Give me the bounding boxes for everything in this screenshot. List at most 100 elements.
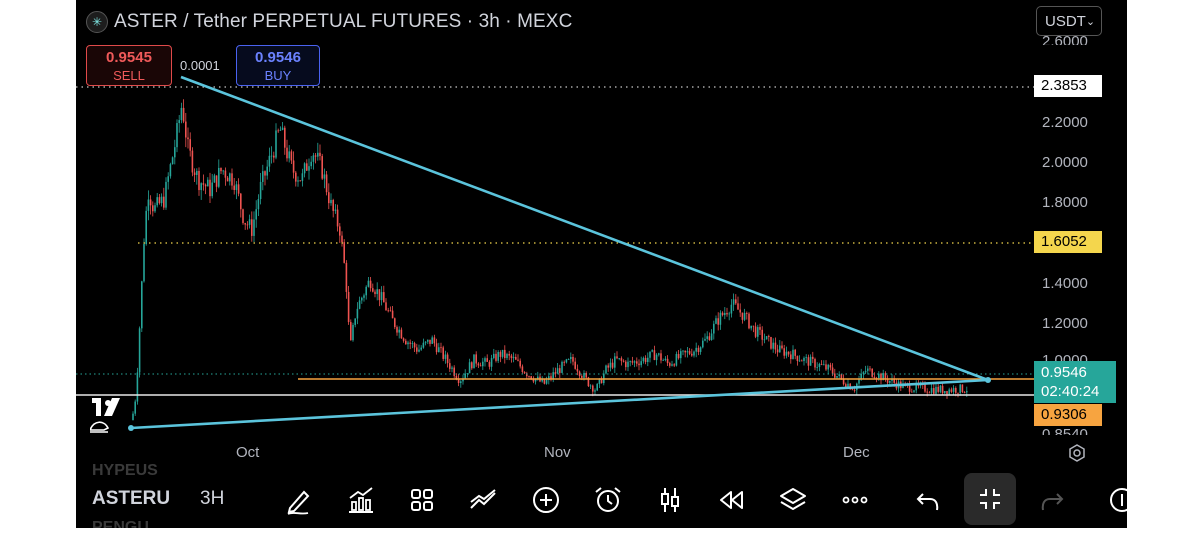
candle-body — [482, 361, 484, 367]
candle-body — [750, 325, 752, 329]
price-tick-top: 2.6000 — [1042, 33, 1088, 45]
candle-body — [796, 355, 799, 362]
candle-body — [391, 310, 394, 319]
candle-body — [959, 384, 961, 393]
price-chart[interactable] — [76, 0, 1127, 470]
candle-body — [204, 184, 207, 187]
time-tick: Dec — [843, 444, 870, 461]
candle-body — [825, 364, 827, 370]
plus-icon[interactable] — [530, 484, 562, 516]
candle-body — [686, 351, 689, 353]
candle-body — [367, 280, 370, 287]
candle-body — [607, 365, 609, 368]
sync-icon[interactable] — [1106, 484, 1127, 516]
candle-body — [451, 367, 453, 369]
candle-body — [629, 361, 631, 363]
candle-body — [178, 120, 180, 124]
trendline-lower[interactable] — [130, 378, 989, 430]
candle-body — [266, 166, 268, 176]
candle-body — [308, 166, 310, 171]
candle-body — [816, 366, 818, 368]
sell-button[interactable]: 0.9545 SELL — [86, 45, 172, 86]
interval-selector[interactable]: 3H — [200, 488, 225, 509]
replay-icon[interactable] — [715, 484, 747, 516]
price-tag-level-mid[interactable]: 1.6052 — [1034, 231, 1102, 253]
candle-body — [955, 387, 957, 393]
trendline-handle-apex[interactable] — [985, 377, 991, 383]
candle-body — [515, 356, 517, 360]
candle-body — [611, 362, 614, 368]
candle-body — [262, 171, 264, 182]
pencil-icon[interactable] — [284, 484, 316, 516]
candle-body — [662, 360, 664, 361]
candle-body — [812, 356, 814, 359]
candle-body — [966, 391, 968, 393]
currency-value: USDT — [1045, 12, 1086, 30]
buy-button[interactable]: 0.9546 BUY — [236, 45, 320, 86]
candle-body — [669, 363, 671, 366]
candle-body — [134, 401, 136, 414]
candle-body — [754, 326, 757, 337]
price-tick: 2.0000 — [1042, 154, 1088, 171]
candle-body — [761, 329, 763, 340]
price-tag-level-high[interactable]: 2.3853 — [1034, 75, 1102, 97]
settings-icon[interactable] — [1067, 443, 1087, 463]
candle-body — [416, 347, 418, 352]
candle-body — [598, 378, 601, 384]
templates-icon[interactable] — [406, 484, 438, 516]
candle-body — [671, 364, 673, 366]
symbol-selector[interactable]: ASTERU — [92, 488, 171, 509]
candle-body — [908, 384, 911, 392]
chart-title[interactable]: ASTER / Tether PERPETUAL FUTURES · 3h · … — [114, 11, 573, 32]
candle-body — [930, 388, 933, 393]
candle-body — [156, 197, 158, 206]
candle-body — [297, 180, 299, 182]
candle-body — [396, 327, 398, 333]
candle-body — [715, 318, 717, 324]
candle-body — [248, 219, 251, 225]
candle-body — [532, 379, 535, 382]
aster-coin-icon: ✳ — [86, 11, 108, 33]
candle-body — [523, 372, 526, 374]
candle-body — [666, 358, 669, 364]
candle-body — [475, 354, 477, 364]
candle-body — [334, 209, 337, 211]
candle-body — [442, 347, 444, 359]
redo-icon[interactable] — [1036, 484, 1068, 516]
candle-icon[interactable] — [654, 484, 686, 516]
candle-body — [213, 175, 216, 183]
candle-body — [867, 368, 869, 371]
bottom-toolbar: HYPEUS ASTERU PENGU 3H — [76, 462, 1127, 528]
candle-body — [191, 150, 194, 173]
more-icon[interactable] — [839, 484, 871, 516]
candle-body — [565, 359, 568, 363]
candle-body — [884, 373, 887, 379]
candle-body — [713, 323, 715, 334]
candle-body — [829, 364, 832, 368]
currency-select[interactable]: USDT ⌄ — [1036, 6, 1102, 36]
compare-icon[interactable] — [467, 484, 499, 516]
alarm-icon[interactable] — [592, 484, 624, 516]
indicators-icon[interactable] — [345, 484, 377, 516]
candle-body — [583, 373, 585, 378]
candle-body — [691, 353, 693, 356]
price-tag-support[interactable]: 0.9306 — [1034, 404, 1102, 426]
candle-body — [741, 312, 744, 320]
candle-body — [757, 327, 759, 337]
trendline-upper[interactable] — [180, 75, 989, 382]
trendline-handle-left[interactable] — [128, 425, 134, 431]
candle-body — [317, 152, 319, 157]
candle-body — [704, 338, 706, 341]
candle-body — [420, 347, 422, 350]
fit-screen-button[interactable] — [964, 473, 1016, 525]
candle-body — [790, 354, 792, 360]
candle-body — [196, 170, 198, 175]
candle-body — [361, 297, 363, 301]
buy-label: BUY — [264, 68, 292, 83]
undo-icon[interactable] — [912, 484, 944, 516]
candle-body — [827, 364, 829, 370]
candle-body — [174, 147, 176, 158]
candle-body — [418, 349, 420, 352]
candle-body — [189, 139, 191, 151]
layers-icon[interactable] — [777, 484, 809, 516]
